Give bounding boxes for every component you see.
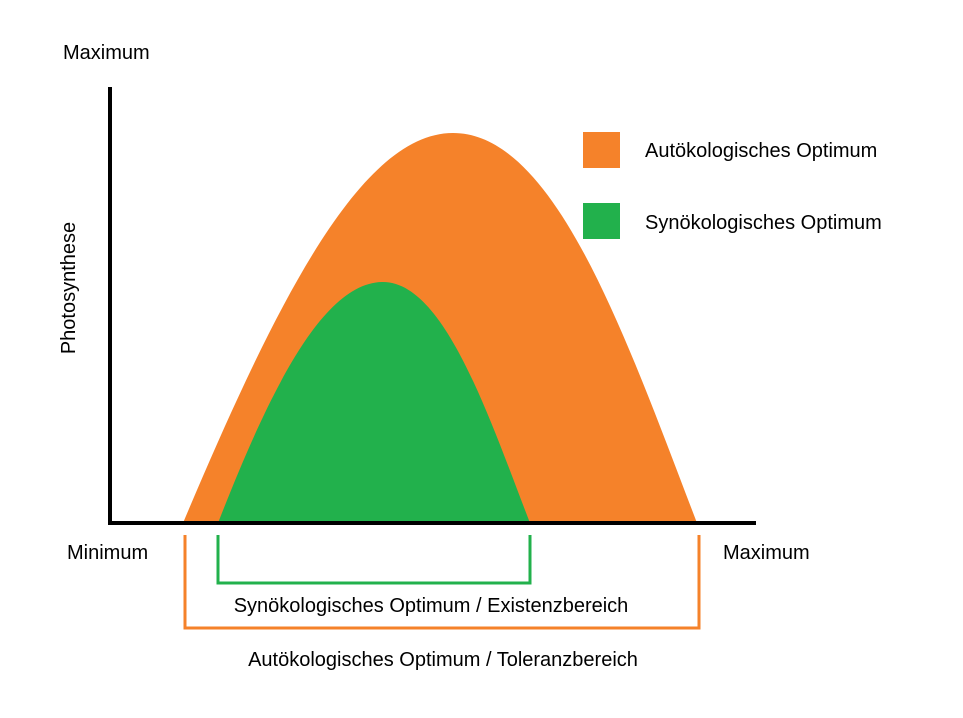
- legend-swatch-synecological: [583, 203, 620, 239]
- synecological-curve: [218, 282, 530, 523]
- x-axis-right-label: Maximum: [723, 542, 810, 564]
- x-axis-left-label: Minimum: [67, 542, 148, 564]
- legend-label-autecological: Autökologisches Optimum: [645, 140, 877, 162]
- synecological-range-bracket: [216, 535, 532, 585]
- legend-swatch-autecological: [583, 132, 620, 168]
- legend-label-synecological: Synökologisches Optimum: [645, 212, 882, 234]
- autecological-range-bracket: [183, 535, 701, 630]
- synecological-range-label: Synökologisches Optimum / Existenzbereic…: [234, 595, 629, 617]
- y-axis-top-label: Maximum: [63, 42, 150, 64]
- autecological-range-label: Autökologisches Optimum / Toleranzbereic…: [248, 649, 638, 671]
- y-axis-title: Photosynthese: [58, 222, 80, 354]
